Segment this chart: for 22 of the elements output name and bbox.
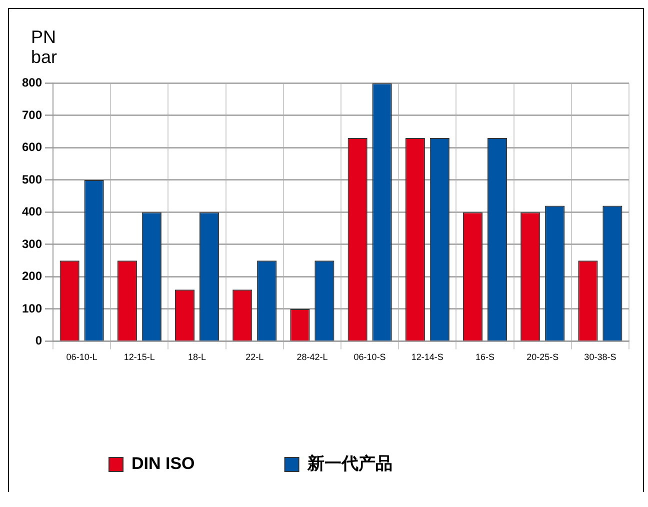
y-tick-label: 100 bbox=[22, 301, 42, 316]
y-tick-label: 600 bbox=[22, 140, 42, 154]
x-tick-label: 20-25-S bbox=[526, 352, 559, 362]
x-tick-label: 12-14-S bbox=[411, 352, 444, 362]
y-tick-label: 200 bbox=[22, 269, 42, 284]
y-tick-label: 800 bbox=[22, 76, 42, 90]
x-tick-label: 22-L bbox=[246, 352, 264, 362]
y-tick-label: 0 bbox=[35, 334, 42, 348]
legend-label: DIN ISO bbox=[132, 454, 195, 474]
x-tick-label: 16-S bbox=[476, 352, 495, 362]
y-axis-title: PN bar bbox=[31, 27, 58, 67]
x-tick-label: 06-10-S bbox=[354, 352, 386, 362]
legend-label: 新一代产品 bbox=[306, 454, 392, 474]
x-tick-label: 06-10-L bbox=[66, 352, 98, 362]
y-tick-label: 500 bbox=[22, 172, 42, 186]
y-tick-label: 400 bbox=[22, 204, 42, 219]
y-tick-label: 700 bbox=[22, 108, 42, 122]
x-tick-label: 18-L bbox=[188, 352, 206, 362]
x-tick-label: 28-42-L bbox=[296, 352, 328, 362]
x-tick-label: 30-38-S bbox=[584, 352, 616, 362]
y-tick-label: 300 bbox=[22, 236, 42, 251]
x-tick-label: 12-15-L bbox=[124, 352, 155, 362]
